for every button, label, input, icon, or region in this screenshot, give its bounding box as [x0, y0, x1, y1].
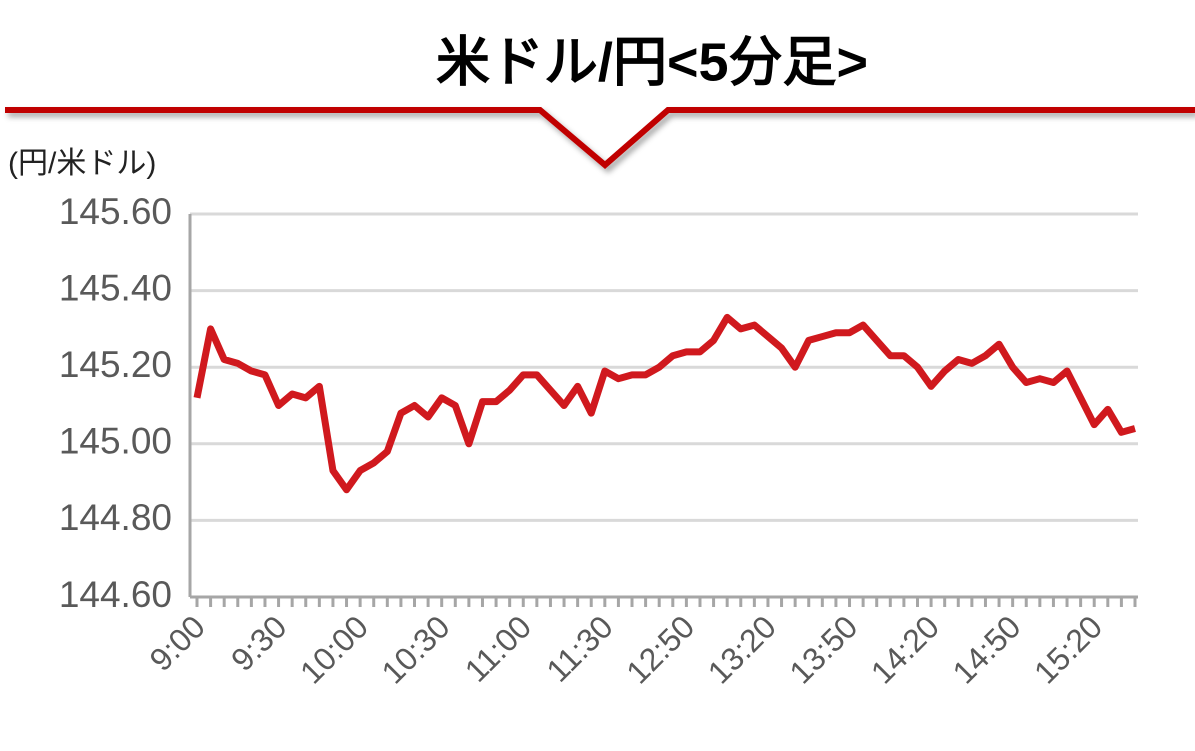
- y-tick-label: 145.20: [59, 344, 172, 385]
- price-line: [193, 313, 1136, 494]
- x-tick-label: 11:30: [539, 608, 619, 688]
- y-tick-label: 145.40: [59, 267, 172, 308]
- x-tick-label: 13:50: [782, 608, 864, 690]
- x-tick-label: 12:50: [619, 608, 701, 690]
- y-axis-title: (円/米ドル): [8, 147, 156, 180]
- title-banner: [5, 107, 1195, 169]
- x-tick-label: 15:20: [1027, 608, 1109, 690]
- x-tick-label: 10:00: [293, 608, 375, 690]
- chart-title: 米ドル/円<5分足>: [436, 32, 868, 92]
- y-tick-label: 144.80: [59, 497, 172, 538]
- x-tick-label: 9:30: [224, 608, 293, 677]
- x-tick-label: 13:20: [701, 608, 783, 690]
- x-tick-label: 11:00: [458, 608, 538, 688]
- x-tick-label: 9:00: [142, 608, 211, 677]
- y-tick-label: 144.60: [59, 574, 172, 615]
- x-tick-label: 10:30: [375, 608, 457, 690]
- y-tick-label: 145.60: [59, 191, 172, 232]
- x-tick-label: 14:20: [864, 608, 946, 690]
- y-tick-label: 145.00: [59, 421, 172, 462]
- x-tick-label: 14:50: [945, 608, 1027, 690]
